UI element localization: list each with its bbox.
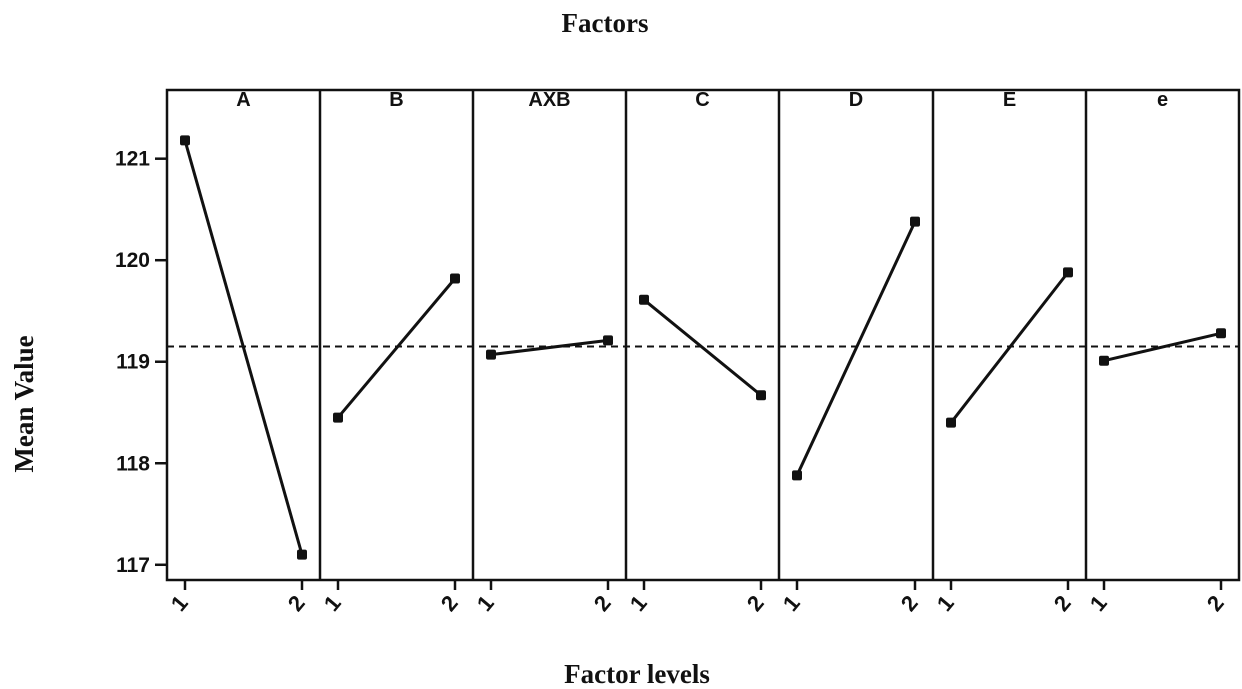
x-tick-label: 1 xyxy=(319,590,346,615)
panel-label: AXB xyxy=(528,89,570,111)
y-tick-label: 118 xyxy=(116,452,150,475)
panel-label: D xyxy=(849,89,863,111)
data-point xyxy=(297,549,307,560)
x-axis-title: Factor levels xyxy=(564,659,710,689)
x-tick-label: 1 xyxy=(625,590,652,615)
data-point xyxy=(450,273,460,284)
x-tick-label: 1 xyxy=(472,590,499,615)
panel-label: e xyxy=(1157,89,1168,111)
x-tick-label: 2 xyxy=(1049,590,1076,615)
data-point xyxy=(756,390,766,401)
y-tick-label: 119 xyxy=(116,351,150,374)
x-tick-label: 2 xyxy=(1202,590,1229,615)
series-line xyxy=(336,277,457,419)
data-point xyxy=(1063,267,1073,278)
x-tick-label: 2 xyxy=(283,590,310,615)
series-line xyxy=(949,271,1070,424)
series-line xyxy=(1103,331,1222,363)
data-point xyxy=(792,470,802,481)
data-point xyxy=(603,335,613,346)
data-point xyxy=(639,294,649,305)
panel-label: E xyxy=(1003,89,1016,111)
data-point xyxy=(486,349,496,360)
data-point xyxy=(910,216,920,227)
y-tick-label: 117 xyxy=(116,554,150,577)
x-tick-label: 2 xyxy=(742,590,769,615)
panel-label: B xyxy=(389,89,403,111)
data-point xyxy=(1099,355,1109,366)
x-tick-label: 1 xyxy=(166,590,193,615)
data-point xyxy=(180,135,190,146)
data-point xyxy=(1216,328,1226,339)
series-line xyxy=(643,298,762,397)
x-tick-label: 1 xyxy=(1085,590,1112,615)
y-tick-label: 120 xyxy=(115,249,150,272)
series-line xyxy=(795,220,917,477)
x-tick-label: 1 xyxy=(932,590,959,615)
plot-frame xyxy=(165,88,1241,582)
series-line xyxy=(183,140,304,556)
series-line xyxy=(490,338,609,357)
x-tick-label: 2 xyxy=(436,590,463,615)
data-point xyxy=(946,417,956,428)
x-tick-label: 1 xyxy=(778,590,805,615)
panel-label: C xyxy=(695,89,709,111)
x-tick-label: 2 xyxy=(589,590,616,615)
panel-label: A xyxy=(236,89,250,111)
chart-title: Factors xyxy=(562,8,649,38)
x-tick-label: 2 xyxy=(896,590,923,615)
y-axis-title: Mean Value xyxy=(9,335,39,472)
y-tick-label: 121 xyxy=(115,148,150,171)
data-point xyxy=(333,412,343,423)
